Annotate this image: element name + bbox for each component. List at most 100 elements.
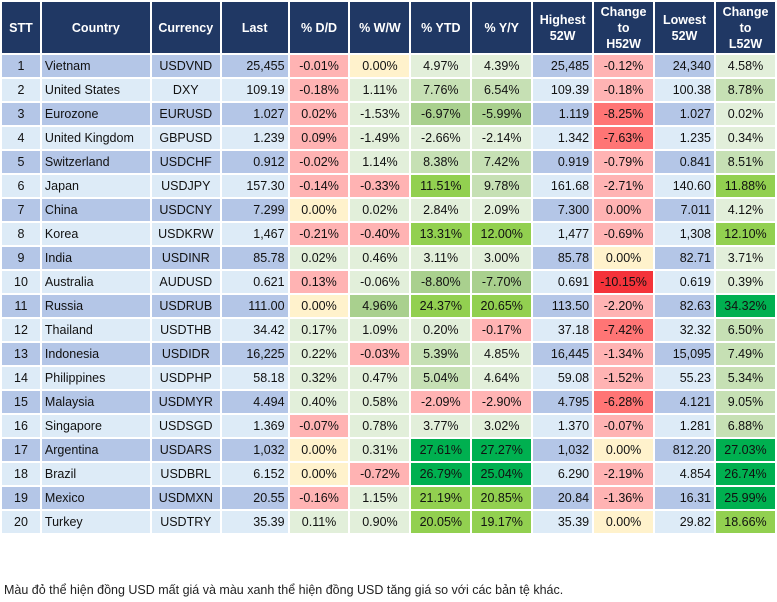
cell-ww: 0.90%: [348, 509, 412, 535]
cell-currency: USDIDR: [149, 341, 222, 367]
cell-low: 7.011: [653, 197, 716, 223]
cell-yy: 4.39%: [470, 53, 534, 79]
cell-ytd: 4.97%: [409, 53, 473, 79]
cell-l52: 34.32%: [713, 293, 777, 319]
cell-stt: 16: [0, 413, 42, 439]
cell-last: 0.912: [219, 149, 290, 175]
cell-ytd: 5.39%: [409, 341, 473, 367]
cell-ytd: 5.04%: [409, 365, 473, 391]
header-change-l52w: Change to L52W: [713, 0, 777, 55]
cell-dd: 0.00%: [287, 437, 351, 463]
cell-last: 1.239: [219, 125, 290, 151]
cell-dd: 0.17%: [287, 317, 351, 343]
cell-ytd: 11.51%: [409, 173, 473, 199]
cell-stt: 7: [0, 197, 42, 223]
currency-table: STT Country Currency Last% D/D% W/W% YTD% Y…: [0, 0, 777, 535]
cell-high: 113.50: [531, 293, 595, 319]
cell-high: 0.691: [531, 269, 595, 295]
cell-high: 1.119: [531, 101, 595, 127]
header-dd: % D/D: [287, 0, 351, 55]
cell-low: 82.63: [653, 293, 716, 319]
table-row: 8 Korea USDKRW 1,467 -0.21% -0.40% 13.31% 12.00…: [0, 221, 777, 247]
cell-yy: 4.85%: [470, 341, 534, 367]
cell-high: 161.68: [531, 173, 595, 199]
cell-yy: 4.64%: [470, 365, 534, 391]
table-row: 1 Vietnam USDVND 25,455 -0.01% 0.00% 4.97% 4.39…: [0, 53, 777, 79]
table-row: 12 Thailand USDTHB 34.42 0.17% 1.09% 0.20% -0.1…: [0, 317, 777, 343]
cell-currency: AUDUSD: [149, 269, 222, 295]
cell-low: 1.235: [653, 125, 716, 151]
table-row: 9 India USDINR 85.78 0.02% 0.46% 3.11% 3.00% 85.…: [0, 245, 777, 271]
cell-h52: -2.20%: [592, 293, 656, 319]
cell-dd: 0.40%: [287, 389, 351, 415]
cell-currency: USDMXN: [149, 485, 222, 511]
cell-stt: 14: [0, 365, 42, 391]
cell-low: 140.60: [653, 173, 716, 199]
cell-currency: USDARS: [149, 437, 222, 463]
cell-h52: -2.71%: [592, 173, 656, 199]
cell-country: Philippines: [39, 365, 152, 391]
table-header-row: STT Country Currency Last% D/D% W/W% YTD% Y…: [0, 0, 777, 55]
cell-last: 1.369: [219, 413, 290, 439]
cell-h52: -0.07%: [592, 413, 656, 439]
cell-low: 4.854: [653, 461, 716, 487]
cell-yy: 7.42%: [470, 149, 534, 175]
cell-h52: -7.63%: [592, 125, 656, 151]
cell-ytd: -2.09%: [409, 389, 473, 415]
cell-ytd: 3.11%: [409, 245, 473, 271]
cell-currency: DXY: [149, 77, 222, 103]
cell-low: 1,308: [653, 221, 716, 247]
cell-l52: 6.88%: [713, 413, 777, 439]
cell-high: 35.39: [531, 509, 595, 535]
cell-dd: 0.00%: [287, 197, 351, 223]
header-ww: % W/W: [348, 0, 412, 55]
cell-country: China: [39, 197, 152, 223]
cell-stt: 3: [0, 101, 42, 127]
cell-last: 4.494: [219, 389, 290, 415]
cell-ww: -0.03%: [348, 341, 412, 367]
cell-last: 85.78: [219, 245, 290, 271]
header-highest-52w: Highest 52W: [531, 0, 595, 55]
cell-last: 20.55: [219, 485, 290, 511]
cell-high: 20.84: [531, 485, 595, 511]
cell-stt: 9: [0, 245, 42, 271]
cell-low: 0.619: [653, 269, 716, 295]
cell-h52: -6.28%: [592, 389, 656, 415]
cell-l52: 3.71%: [713, 245, 777, 271]
cell-high: 37.18: [531, 317, 595, 343]
cell-currency: USDTHB: [149, 317, 222, 343]
cell-stt: 5: [0, 149, 42, 175]
cell-dd: -0.07%: [287, 413, 351, 439]
cell-ytd: 2.84%: [409, 197, 473, 223]
cell-h52: -2.19%: [592, 461, 656, 487]
cell-country: India: [39, 245, 152, 271]
cell-ww: -1.49%: [348, 125, 412, 151]
cell-h52: -1.52%: [592, 365, 656, 391]
cell-l52: 8.78%: [713, 77, 777, 103]
cell-l52: 12.10%: [713, 221, 777, 247]
cell-last: 16,225: [219, 341, 290, 367]
cell-country: Switzerland: [39, 149, 152, 175]
cell-dd: 0.22%: [287, 341, 351, 367]
cell-yy: 27.27%: [470, 437, 534, 463]
cell-ww: 1.14%: [348, 149, 412, 175]
cell-l52: 8.51%: [713, 149, 777, 175]
cell-stt: 1: [0, 53, 42, 79]
table-row: 14 Philippines USDPHP 58.18 0.32% 0.47% 5.04% 4…: [0, 365, 777, 391]
cell-dd: 0.02%: [287, 101, 351, 127]
table-row: 4 United Kingdom GBPUSD 1.239 0.09% -1.49% -2.…: [0, 125, 777, 151]
cell-last: 1,032: [219, 437, 290, 463]
cell-h52: -0.69%: [592, 221, 656, 247]
cell-ww: 0.47%: [348, 365, 412, 391]
header-country: Country: [39, 0, 152, 55]
cell-high: 7.300: [531, 197, 595, 223]
cell-ytd: -8.80%: [409, 269, 473, 295]
cell-last: 157.30: [219, 173, 290, 199]
cell-last: 35.39: [219, 509, 290, 535]
cell-ww: 1.09%: [348, 317, 412, 343]
cell-l52: 7.49%: [713, 341, 777, 367]
cell-last: 1.027: [219, 101, 290, 127]
cell-h52: 0.00%: [592, 437, 656, 463]
cell-last: 25,455: [219, 53, 290, 79]
table-row: 13 Indonesia USDIDR 16,225 0.22% -0.03% 5.39% 4…: [0, 341, 777, 367]
